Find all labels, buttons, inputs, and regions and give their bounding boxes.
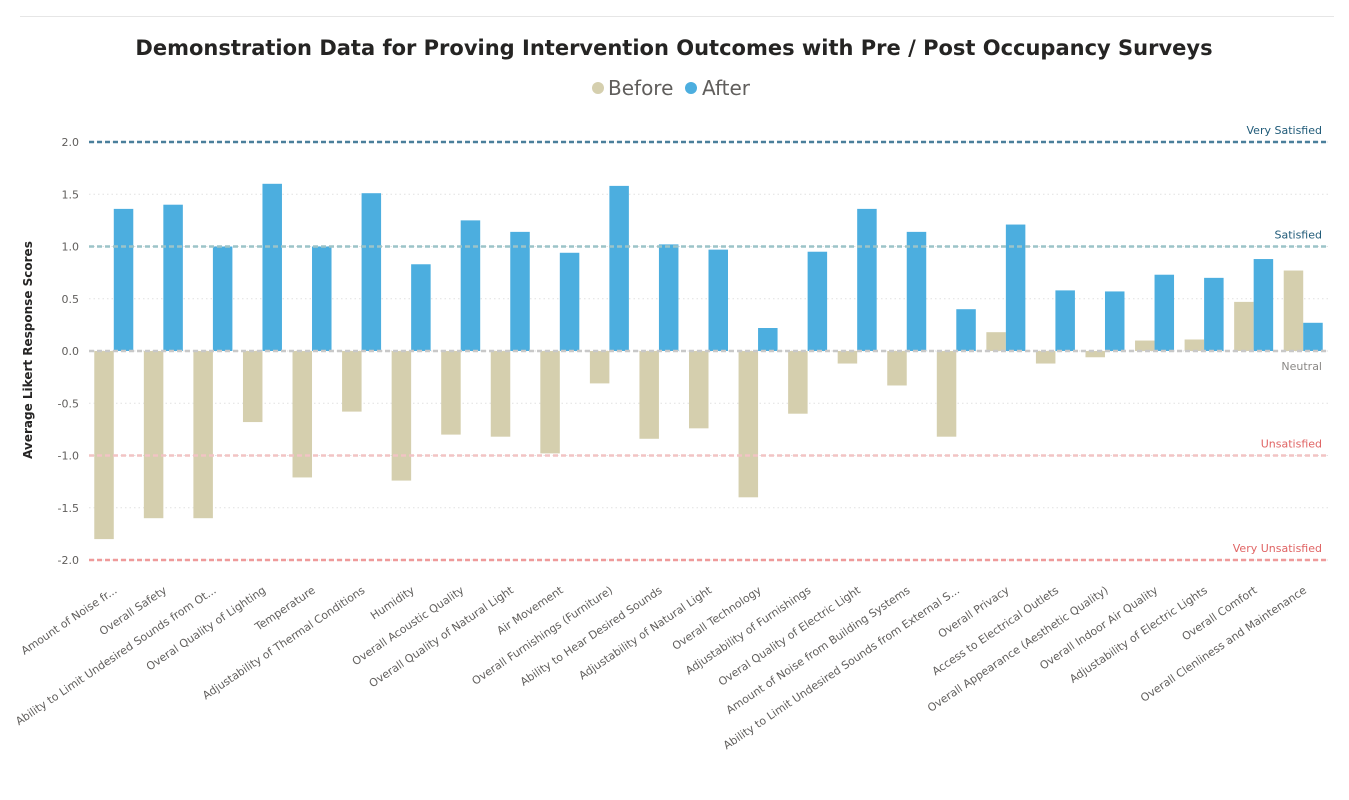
- bar-after-18: [1005, 224, 1026, 351]
- bar-before-0: [94, 351, 114, 540]
- bar-after-14: [807, 251, 828, 351]
- top-divider: [20, 16, 1334, 17]
- bar-after-5: [361, 193, 382, 351]
- bar-after-17: [956, 309, 976, 351]
- bar-before-17: [936, 351, 957, 437]
- bar-before-21: [1135, 340, 1155, 351]
- bar-after-22: [1204, 277, 1224, 351]
- bars: [94, 183, 1323, 540]
- bar-after-9: [559, 252, 580, 351]
- bar-before-14: [788, 351, 808, 414]
- y-axis-title: Average Likert Response Scores: [21, 241, 35, 459]
- bar-before-15: [837, 351, 858, 364]
- bar-before-24: [1283, 270, 1304, 351]
- legend-marker-before: [592, 82, 604, 94]
- legend-label-after: After: [702, 76, 751, 100]
- bar-before-4: [292, 351, 313, 478]
- reference-line-label: Unsatisfied: [1261, 438, 1322, 451]
- bar-before-6: [391, 351, 412, 481]
- bar-after-19: [1055, 290, 1075, 351]
- bar-after-4: [312, 246, 332, 351]
- y-tick-label: 1.0: [62, 241, 80, 254]
- bar-before-20: [1085, 351, 1105, 358]
- bar-before-19: [1035, 351, 1056, 364]
- chart-title: Demonstration Data for Proving Intervent…: [135, 36, 1212, 60]
- bar-after-13: [758, 328, 778, 351]
- bar-before-11: [639, 351, 659, 439]
- y-tick-label: -1.0: [58, 450, 79, 463]
- bar-after-0: [113, 208, 134, 351]
- x-tick-label: Ability to Limit Undesired Sounds from O…: [13, 584, 218, 728]
- reference-line-label: Very Unsatisfied: [1233, 542, 1322, 555]
- x-tick-label: Overall Technology: [670, 583, 764, 652]
- bar-after-15: [857, 208, 877, 351]
- bar-before-5: [342, 351, 362, 412]
- bar-before-13: [738, 351, 759, 498]
- bar-after-7: [460, 220, 481, 351]
- bar-before-22: [1184, 339, 1205, 351]
- x-tick-label: Overall Appearance (Aesthetic Quality): [925, 584, 1111, 715]
- bar-before-16: [887, 351, 907, 386]
- bar-before-9: [540, 351, 560, 454]
- y-tick-label: -1.5: [58, 502, 79, 515]
- bar-after-10: [609, 185, 629, 351]
- bar-before-8: [490, 351, 511, 437]
- x-tick-label: Amount of Noise from Building Systems: [724, 584, 913, 717]
- bar-before-3: [242, 351, 263, 423]
- bar-after-12: [708, 249, 728, 351]
- legend-label-before: Before: [608, 76, 673, 100]
- reference-lines: Very Satisfied Satisfied Neutral Unsatisfie…: [89, 124, 1328, 562]
- x-tick-label: Amount of Noise fr...: [19, 584, 120, 658]
- reference-line-label: Very Satisfied: [1247, 124, 1322, 137]
- y-tick-label: 2.0: [62, 136, 80, 149]
- y-tick-label: 1.5: [62, 188, 80, 201]
- bar-after-1: [163, 204, 183, 351]
- bar-before-2: [193, 351, 213, 519]
- y-tick-label: 0.0: [62, 345, 80, 358]
- y-tick-label: -0.5: [58, 397, 79, 410]
- bar-after-16: [906, 231, 927, 351]
- bar-after-11: [658, 244, 679, 351]
- x-tick-label: Ability to Limit Undesired Sounds from E…: [721, 584, 962, 752]
- bar-after-20: [1104, 291, 1125, 351]
- reference-line-label: Satisfied: [1274, 229, 1322, 242]
- legend-marker-after: [685, 82, 697, 94]
- bar-before-12: [689, 351, 709, 429]
- bar-before-1: [143, 351, 164, 519]
- x-axis-ticks: Amount of Noise fr...Overall SafetyAbili…: [13, 583, 1309, 752]
- bar-after-3: [262, 183, 282, 351]
- reference-line-label: Neutral: [1281, 360, 1322, 373]
- bar-after-2: [212, 246, 233, 351]
- bar-after-8: [510, 231, 530, 351]
- y-tick-label: -2.0: [58, 554, 79, 567]
- bar-after-6: [411, 264, 431, 351]
- bar-after-21: [1154, 274, 1175, 351]
- bar-after-23: [1253, 259, 1274, 351]
- y-tick-label: 0.5: [62, 293, 80, 306]
- bar-before-23: [1234, 301, 1254, 351]
- y-axis-ticks: 2.0 1.5 1.0 0.5 0.0 -0.5 -1.0 -1.5 -2.0: [58, 136, 79, 567]
- legend: Before After: [592, 76, 751, 100]
- bar-after-24: [1303, 322, 1323, 351]
- bar-before-10: [589, 351, 610, 384]
- bar-before-18: [986, 332, 1006, 351]
- bar-before-7: [441, 351, 461, 435]
